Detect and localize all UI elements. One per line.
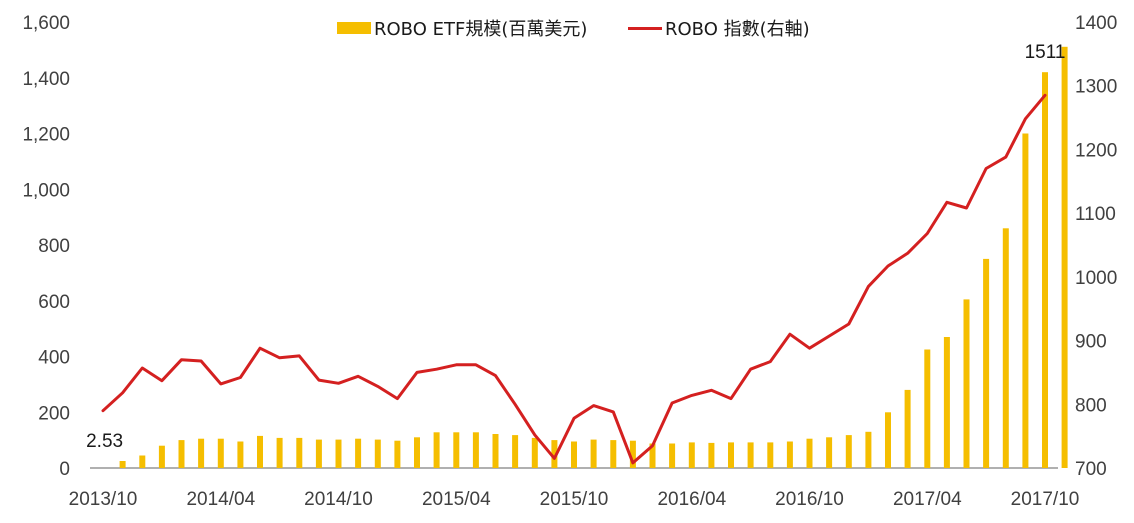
robo-index-line — [101, 93, 1047, 465]
bar — [296, 437, 303, 468]
x-axis-ticks: 2013/10 2014/04 2014/10 2015/04 2015/10 2016/… — [69, 489, 1080, 510]
bar — [355, 438, 362, 468]
right-tick-label: 800 — [1075, 395, 1107, 416]
bar — [767, 442, 774, 468]
bar — [924, 349, 931, 468]
bar — [237, 441, 244, 468]
bar — [806, 438, 813, 468]
x-tick-label: 2017/10 — [1011, 489, 1080, 510]
bar — [512, 435, 519, 468]
bar — [629, 440, 636, 468]
bar — [963, 299, 970, 468]
legend-bar-swatch — [337, 22, 371, 34]
bar — [688, 442, 695, 468]
bar — [747, 442, 754, 468]
legend-bar-label: ROBO ETF規模(百萬美元) — [374, 19, 587, 40]
bar — [845, 435, 852, 468]
legend: ROBO ETF規模(百萬美元) ROBO 指數(右軸) — [337, 19, 810, 40]
bar — [610, 440, 617, 468]
left-tick-label: 0 — [59, 459, 70, 480]
right-tick-label: 1100 — [1075, 204, 1116, 225]
right-axis-ticks: 700 800 900 1000 1100 1200 1300 1400 — [1075, 13, 1117, 480]
bar — [943, 337, 950, 468]
bar — [1022, 133, 1029, 468]
bar — [119, 461, 126, 468]
bar — [158, 445, 165, 468]
bar — [728, 442, 734, 468]
right-tick-label: 1300 — [1075, 77, 1117, 98]
bar — [178, 440, 185, 468]
bar — [786, 441, 793, 468]
bar — [885, 412, 891, 469]
x-tick-label: 2014/10 — [304, 489, 373, 510]
bar — [492, 434, 499, 468]
x-tick-label: 2014/04 — [186, 489, 255, 510]
x-tick-label: 2017/04 — [893, 489, 962, 510]
x-tick-label: 2015/10 — [540, 489, 609, 510]
left-tick-label: 1,400 — [22, 69, 70, 90]
bar — [472, 432, 479, 468]
bar — [433, 432, 440, 468]
line-series — [101, 93, 1047, 465]
bar-series — [119, 46, 1068, 469]
bar — [531, 437, 538, 468]
bar — [217, 438, 224, 468]
bar — [1002, 228, 1009, 468]
bar — [453, 432, 460, 468]
bar — [1042, 72, 1048, 468]
x-tick-label: 2015/04 — [422, 489, 491, 510]
left-tick-label: 1,000 — [22, 180, 70, 201]
right-tick-label: 900 — [1075, 332, 1107, 353]
bar — [335, 439, 342, 468]
left-tick-label: 1,200 — [22, 125, 70, 146]
left-tick-label: 1,600 — [22, 13, 70, 34]
bar — [571, 441, 577, 468]
right-tick-label: 1400 — [1075, 13, 1117, 34]
bar — [551, 440, 558, 468]
legend-line-label: ROBO 指數(右軸) — [665, 19, 810, 40]
x-tick-label: 2016/10 — [775, 489, 844, 510]
left-axis-ticks: 0 200 400 600 800 1,000 1,200 1,400 1,600 — [22, 13, 70, 480]
bar — [826, 437, 833, 468]
left-tick-label: 800 — [38, 236, 70, 257]
bar — [315, 439, 322, 468]
right-tick-label: 700 — [1075, 459, 1107, 480]
bar — [276, 437, 283, 468]
data-label: 2.53 — [86, 431, 123, 452]
left-tick-label: 600 — [38, 292, 70, 313]
bar — [374, 439, 381, 468]
annotations: 2.53 1511 — [86, 42, 1065, 452]
bar — [139, 455, 146, 468]
x-tick-label: 2013/10 — [69, 489, 138, 510]
bar — [414, 437, 420, 468]
bar — [590, 439, 597, 468]
left-tick-label: 200 — [38, 403, 70, 424]
bar — [983, 258, 990, 468]
left-tick-label: 400 — [38, 348, 70, 369]
bar — [394, 440, 401, 468]
right-tick-label: 1200 — [1075, 140, 1117, 161]
right-tick-label: 1000 — [1075, 268, 1117, 289]
bar — [865, 431, 872, 468]
x-tick-label: 2016/04 — [657, 489, 726, 510]
bar — [669, 443, 676, 468]
bar — [257, 435, 263, 468]
bar — [649, 443, 656, 468]
bar — [1061, 46, 1068, 469]
bar — [198, 438, 205, 468]
bar — [904, 389, 911, 468]
bar — [708, 442, 715, 468]
data-label: 1511 — [1025, 42, 1066, 63]
